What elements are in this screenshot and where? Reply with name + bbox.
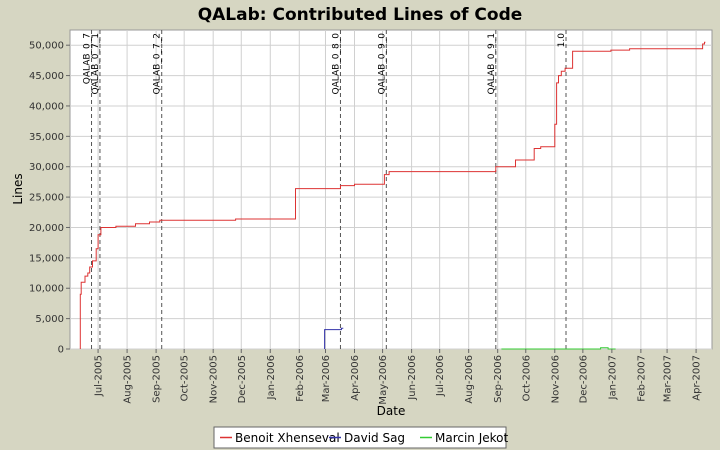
release-marker-label: QALAB_0_8_0	[331, 33, 341, 95]
legend-label: Marcin Jekot	[435, 431, 509, 445]
x-tick-label: Dec-2006	[578, 355, 589, 403]
x-tick-label: Feb-2007	[636, 355, 647, 402]
grid-lines	[70, 30, 712, 350]
legend: Benoit Xhenseval David Sag Marcin Jekot	[213, 426, 509, 449]
x-tick-label: Dec-2005	[237, 355, 248, 403]
series-line-david-sag	[324, 327, 344, 349]
chart-title: QALab: Contributed Lines of Code	[198, 5, 523, 25]
x-tick-label: Aug-2006	[464, 355, 475, 404]
y-axis-label: Lines	[11, 173, 25, 204]
plot-area	[69, 29, 713, 350]
legend-label: David Sag	[344, 431, 405, 445]
y-tick-label: 5,000	[35, 314, 64, 325]
release-marker-label: 1.0	[557, 33, 567, 48]
y-tick-label: 30,000	[29, 162, 64, 173]
x-tick-label: Apr-2006	[350, 355, 361, 401]
x-tick-label: Jul-2006	[435, 355, 446, 397]
x-tick-label: Jan-2007	[607, 355, 618, 400]
release-marker-label: QALAB_0_7	[83, 33, 93, 84]
y-axis: 0 5,000 10,000 15,000 20,000 25,000 30,000 35,0…	[29, 41, 70, 356]
x-tick-label: Jul-2005	[94, 355, 105, 397]
x-tick-label: Oct-2005	[180, 355, 191, 401]
x-tick-label: Mar-2006	[321, 355, 332, 402]
legend-label: Benoit Xhenseval	[235, 431, 340, 445]
x-tick-label: Sep-2006	[493, 355, 504, 403]
y-tick-label: 20,000	[29, 223, 64, 234]
series-line-marcin-jekot	[501, 347, 616, 350]
x-tick-label: Nov-2006	[550, 355, 561, 403]
x-tick-label: Nov-2005	[209, 355, 220, 403]
release-marker-label: QALAB_0_7_2	[153, 33, 163, 94]
x-tick-label: Jun-2006	[407, 355, 418, 401]
legend-box	[213, 426, 507, 449]
x-tick-label: May-2006	[378, 355, 389, 405]
series-line-benoit-xhenseval	[79, 41, 706, 349]
release-marker-label: QALAB_0_7_1	[91, 33, 101, 94]
y-tick-label: 35,000	[29, 132, 64, 143]
x-tick-label: Apr-2007	[692, 355, 703, 401]
y-tick-label: 50,000	[29, 41, 64, 52]
y-tick-label: 45,000	[29, 71, 64, 82]
x-tick-label: Feb-2006	[295, 355, 306, 402]
y-tick-label: 40,000	[29, 101, 64, 112]
x-tick-label: Oct-2006	[521, 355, 532, 401]
x-tick-label: Sep-2005	[152, 355, 163, 403]
series-lines	[79, 41, 706, 350]
release-marker-label: QALAB_0_9_0	[377, 33, 387, 95]
y-tick-label: 10,000	[29, 284, 64, 295]
y-tick-label: 0	[58, 345, 64, 356]
x-axis-label: Date	[377, 404, 406, 418]
release-marker-label: QALAB_0_9_1	[487, 33, 497, 94]
x-axis: Jul-2005 Aug-2005 Sep-2005 Oct-2005 Nov-2005…	[94, 349, 703, 405]
y-tick-label: 25,000	[29, 193, 64, 204]
y-tick-label: 15,000	[29, 253, 64, 264]
x-tick-label: Jan-2006	[266, 355, 277, 400]
x-tick-label: Aug-2005	[123, 355, 134, 404]
x-tick-label: Mar-2007	[663, 355, 674, 402]
